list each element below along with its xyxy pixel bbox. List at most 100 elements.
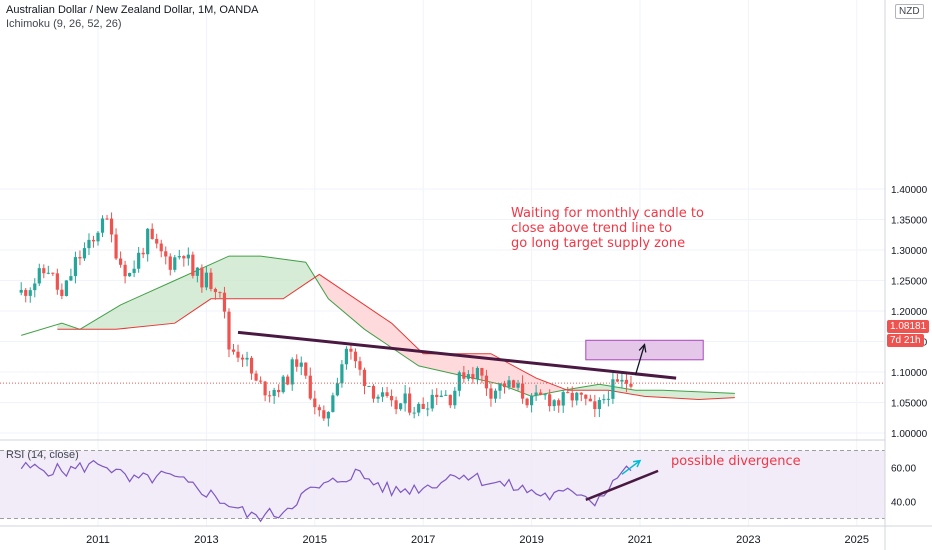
trade-note-line: Waiting for monthly candle to [511,206,704,221]
candle-body-up [457,372,461,391]
candle-body-down [629,383,633,387]
candle-body-down [55,273,59,290]
candle-body-down [259,380,263,382]
candle-body-up [602,399,606,401]
time-tick-label: 2023 [736,534,760,546]
candle-body-down [24,289,28,296]
candle-body-down [191,254,195,276]
supply-zone-box [585,339,704,361]
rsi-tick-label: 40.00 [891,498,916,509]
candle-body-up [498,383,502,391]
candle-body-up [516,383,520,388]
candle-body-up [331,395,335,412]
candle-body-up [73,257,78,277]
candle-body-up [466,374,470,379]
candle-body-up [137,252,141,269]
rsi-arrow-head [632,459,642,468]
bar-countdown-label: 7d 21h [887,334,924,347]
candle-body-up [620,379,624,382]
candle-body-down [123,264,127,277]
candle-body-down [308,375,312,399]
candle-body-up [272,389,276,396]
price-tick-label: 1.20000 [891,307,928,318]
candle-body-down [349,348,353,352]
candle-body-down [448,394,452,406]
time-axis[interactable]: 2011 2013 2015 2017 2019 2021 2023 2025 [86,534,869,546]
candle-body-down [150,228,154,239]
candle-body-up [69,276,73,281]
rsi-panel: 60.00 40.00 possible divergence [0,450,916,523]
candle-body-down [182,256,186,259]
rsi-note-text: possible divergence [671,454,801,469]
candle-body-down [209,272,213,289]
currency-badge[interactable]: NZD [895,4,924,19]
time-tick-label: 2017 [411,534,435,546]
price-tick-label: 1.30000 [891,246,928,257]
candle-body-down [408,393,412,413]
candle-body-down [322,410,326,419]
candle-body-up [299,362,303,367]
candle-body-down [511,380,516,388]
candle-body-up [611,379,615,399]
candle-body-down [304,362,308,376]
candle-body-up [575,392,579,401]
candle-body-up [290,359,294,385]
candle-body-down [557,400,561,406]
price-tick-label: 1.05000 [891,399,928,410]
candle-body-up [28,290,32,296]
candle-body-down [295,359,299,367]
candle-body-down [168,256,172,270]
candle-body-down [105,218,109,220]
trade-note-line: go long target supply zone [511,236,685,251]
candle-body-up [87,239,91,249]
candle-body-up [475,367,479,380]
candle-body-up [281,376,285,393]
indicator-label[interactable]: Ichimoku (9, 26, 52, 26) [6,18,122,30]
candle-body-up [82,248,87,259]
candle-body-down [200,267,204,288]
candle-body-up [326,411,330,419]
candle-body-down [231,349,236,352]
candle-body-up [444,394,448,396]
last-price-label: 1.08181 [887,320,930,333]
rsi-label[interactable]: RSI (14, close) [6,449,79,461]
candle-body-down [489,388,493,399]
rsi-line [20,459,632,523]
candle-body-down [91,239,96,242]
price-tick-label: 1.35000 [891,216,928,227]
cloud-bullish-area [57,256,320,330]
candle-body-up [552,400,556,407]
candle-body-up [380,392,385,397]
candle-body-up [96,232,100,242]
candle-body-up [430,394,434,409]
candle-body-down [588,398,592,402]
candle-body-down [227,311,231,350]
candle-body-down [539,392,543,395]
candle-body-down [78,257,82,259]
candle-body-down [236,351,240,358]
candle-body-up [177,256,181,258]
candle-body-down [570,392,574,401]
candle-body-up [195,267,199,276]
candle-body-down [584,394,588,399]
price-axis[interactable]: 1.400001.350001.300001.250001.200001.150… [891,185,928,440]
candle-body-down [471,374,475,380]
candle-body-up [186,254,190,259]
candle-body-down [60,289,64,296]
price-tick-label: 1.10000 [891,368,928,379]
time-tick-label: 2015 [303,534,327,546]
candle-body-down [579,392,583,395]
candle-body-down [286,376,290,385]
candle-body-down [118,258,123,265]
candle-body-down [593,401,597,410]
candle-body-down [240,357,245,360]
price-tick-label: 1.00000 [891,429,928,440]
candle-body-up [403,393,407,404]
candle-body-up [146,228,150,255]
candle-body-down [164,251,168,257]
symbol-title[interactable]: Australian Dollar / New Zealand Dollar, … [6,4,259,16]
candle-body-down [615,379,620,382]
time-tick-label: 2021 [628,534,652,546]
